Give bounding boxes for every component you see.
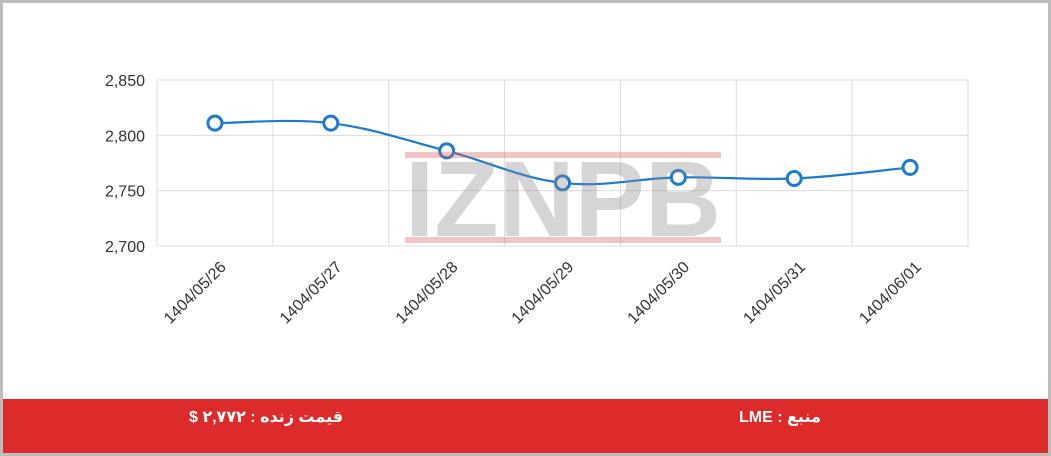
grid: [156, 79, 969, 247]
source-label: منبع : LME: [739, 409, 821, 426]
x-tick-label: 1404/05/29: [509, 259, 578, 328]
x-tick-label: 1404/05/28: [393, 259, 462, 328]
data-point: [438, 142, 456, 160]
data-point: [206, 114, 224, 132]
y-tick-label: 2,850: [105, 73, 145, 90]
x-tick-label: 1404/05/27: [277, 259, 346, 328]
y-axis: 2,700 2,750 2,800 2,850: [105, 73, 145, 256]
data-points: [206, 114, 919, 192]
y-tick-label: 2,700: [105, 239, 145, 256]
x-axis: 1404/05/26 1404/05/27 1404/05/28 1404/05/29…: [161, 259, 925, 328]
data-point: [901, 158, 919, 176]
x-tick-label: 1404/05/30: [625, 259, 694, 328]
data-point: [785, 169, 803, 187]
data-point: [322, 114, 340, 132]
y-tick-label: 2,750: [105, 184, 145, 201]
x-tick-label: 1404/05/26: [161, 259, 230, 328]
data-point: [554, 174, 571, 192]
footer-bar: قیمت زنده : ۲,۷۷۲ $ منبع : LME: [3, 399, 1048, 453]
y-tick-label: 2,800: [105, 128, 145, 145]
data-point: [669, 168, 687, 186]
x-tick-label: 1404/06/01: [856, 259, 925, 328]
live-price-label: قیمت زنده : ۲,۷۷۲ $: [189, 409, 344, 426]
x-tick-label: 1404/05/31: [740, 259, 809, 328]
